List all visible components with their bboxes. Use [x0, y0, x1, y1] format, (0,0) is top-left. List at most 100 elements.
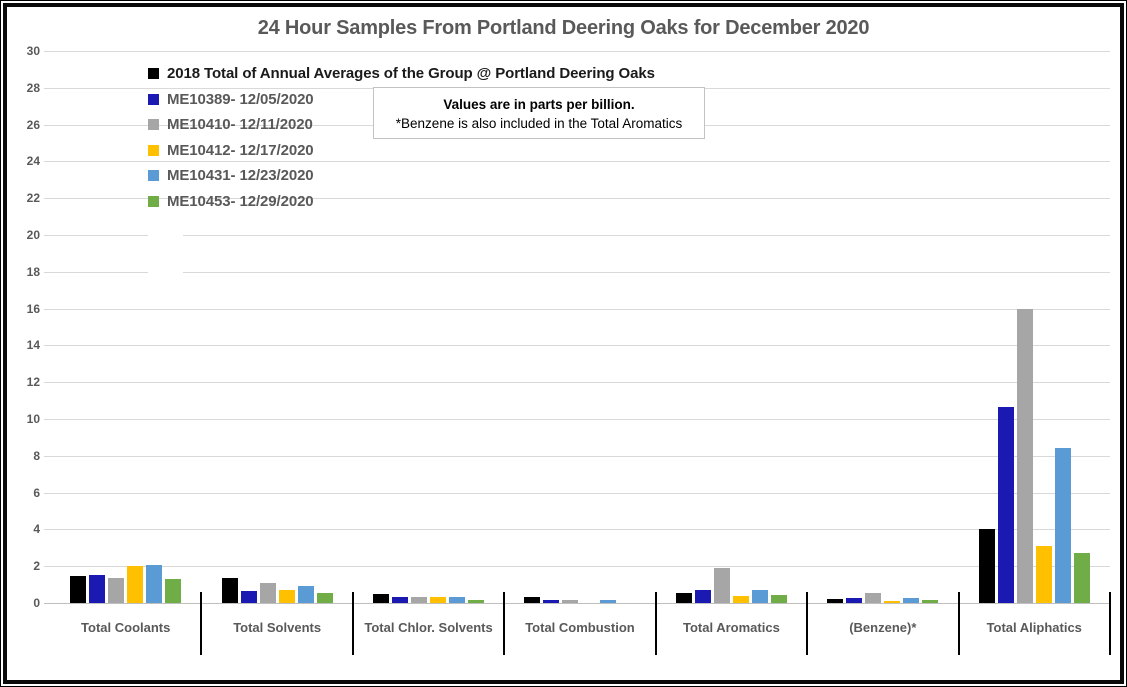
bar: [240, 591, 257, 603]
annotation-footnote: *Benzene is also included in the Total A…: [395, 116, 683, 131]
gridline: [44, 419, 1110, 420]
y-tick-label: 6: [33, 485, 40, 500]
y-tick-label: 16: [26, 301, 40, 316]
bar: [89, 575, 106, 603]
bar: [675, 592, 692, 603]
legend-item: ME10453- 12/29/2020: [148, 189, 655, 215]
bar: [392, 597, 409, 603]
chart-frame: 24 Hour Samples From Portland Deering Oa…: [3, 3, 1124, 684]
y-tick-label: 20: [26, 228, 40, 242]
bar: [221, 578, 238, 603]
bar-group: Total Solvents: [201, 51, 354, 655]
y-tick-label: 14: [26, 338, 40, 353]
bar: [1054, 448, 1071, 603]
annotation-box: Values are in parts per billion. *Benzen…: [373, 87, 705, 139]
bar: [846, 598, 863, 603]
gridline: [44, 382, 1110, 384]
category-divider: [806, 592, 809, 655]
bar-group: Total Combustion: [504, 51, 657, 655]
legend-label: ME10412- 12/17/2020: [167, 141, 314, 159]
gridline: [44, 529, 1110, 531]
category-label: Total Coolants: [81, 620, 171, 635]
category-label: Total Aromatics: [683, 620, 780, 635]
bar: [562, 600, 579, 603]
bar-group: Total Chlor. Solvents: [353, 51, 506, 655]
bar: [1073, 553, 1090, 603]
bar: [524, 597, 541, 603]
y-tick-label: 0: [33, 596, 40, 610]
legend-label: 2018 Total of Annual Averages of the Gro…: [167, 65, 655, 83]
bar: [297, 586, 314, 603]
bar: [827, 599, 844, 603]
bar: [127, 566, 144, 603]
plot-groups: Total Coolants Total Solvents Total Chlor.…: [50, 51, 1111, 655]
bar-group: (Benzene)*: [807, 51, 960, 655]
legend-label: ME10410- 12/11/2020: [167, 116, 313, 134]
bar: [259, 582, 276, 603]
gridline: [44, 235, 1110, 236]
gridline: [44, 51, 1110, 52]
bar: [468, 600, 485, 603]
y-tick-label: 18: [26, 264, 40, 279]
y-tick-label: 26: [26, 117, 40, 132]
category-divider: [654, 592, 657, 655]
legend-item: ME10389- 12/05/2020: [148, 87, 655, 113]
chart-legend: 2018 Total of Annual Averages of the Gro…: [148, 61, 655, 214]
legend-swatch: [148, 68, 159, 80]
bar: [770, 594, 787, 603]
y-tick-label: 24: [26, 154, 40, 169]
gridline: [44, 308, 1110, 310]
gridline: [44, 345, 1110, 347]
bar: [978, 529, 995, 603]
y-tick-label: 8: [33, 448, 40, 463]
bar: [884, 601, 901, 603]
bar: [373, 593, 390, 603]
category-label: Total Combustion: [525, 620, 635, 635]
y-tick-label: 2: [33, 559, 40, 574]
legend-label: ME10431- 12/23/2020: [167, 167, 314, 185]
category-divider: [351, 592, 354, 655]
bar: [751, 590, 768, 603]
gridline: [44, 271, 1110, 273]
bar: [732, 595, 749, 603]
bar: [449, 596, 466, 603]
bar: [146, 565, 163, 603]
bar-group: Total Coolants: [50, 51, 203, 655]
y-tick-label: 30: [26, 44, 40, 58]
legend-swatch: [148, 119, 159, 131]
legend-label: ME10453- 12/29/2020: [167, 192, 314, 210]
legend-swatch: [148, 144, 159, 156]
legend-label: ME10389- 12/05/2020: [167, 90, 314, 108]
bar: [600, 600, 617, 603]
category-label: Total Chlor. Solvents: [364, 620, 493, 635]
bar: [997, 407, 1014, 603]
category-label: (Benzene)*: [849, 620, 917, 635]
bar: [278, 590, 295, 603]
chart-area: 0 2 4 6 8 10 12 14 16 18 20 22 24 26 28 30 Total Coolan…: [7, 7, 1120, 680]
bar: [1016, 308, 1033, 603]
legend-swatch: [148, 195, 159, 207]
bar: [165, 579, 182, 603]
bar: [694, 590, 711, 603]
category-label: Total Solvents: [233, 620, 322, 635]
y-tick-label: 28: [26, 80, 40, 95]
legend-item: ME10412- 12/17/2020: [148, 138, 655, 164]
gridline: [44, 161, 1110, 163]
category-divider: [200, 592, 203, 655]
legend-item: ME10431- 12/23/2020: [148, 163, 655, 189]
bar: [430, 597, 447, 603]
empty-textbox-overlay: [148, 210, 183, 290]
bar-group: Total Aromatics: [656, 51, 809, 655]
bar: [543, 600, 560, 603]
bar: [1035, 545, 1052, 603]
gridline: [44, 492, 1110, 494]
bar: [70, 576, 87, 603]
bar: [411, 597, 428, 603]
gridline: [44, 566, 1110, 568]
chart-title: 24 Hour Samples From Portland Deering Oa…: [257, 17, 870, 39]
legend-swatch: [148, 170, 159, 182]
gridline: [44, 198, 1110, 200]
y-tick-label: 12: [26, 375, 40, 390]
gridline: [44, 455, 1110, 457]
category-divider: [503, 592, 506, 655]
